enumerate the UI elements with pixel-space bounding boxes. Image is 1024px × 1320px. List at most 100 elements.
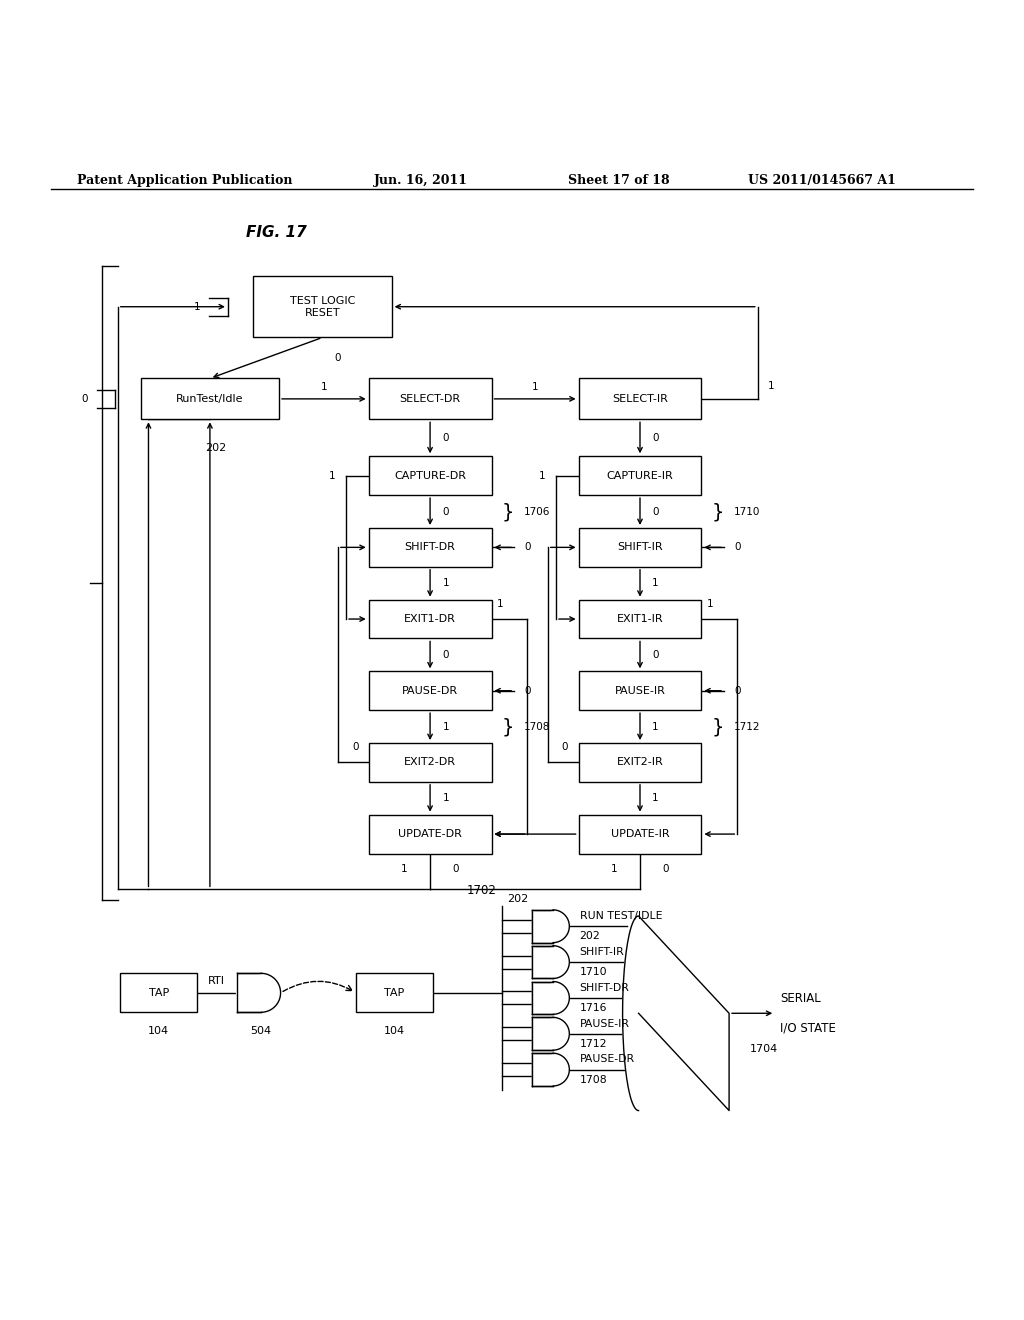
Text: 202: 202 <box>507 894 528 904</box>
Text: 1: 1 <box>540 471 546 480</box>
Text: 1: 1 <box>611 863 617 874</box>
Text: RunTest/Idle: RunTest/Idle <box>176 393 244 404</box>
Text: 1716: 1716 <box>580 1003 607 1012</box>
Text: 0: 0 <box>734 543 740 552</box>
FancyBboxPatch shape <box>579 599 701 639</box>
Text: PAUSE-DR: PAUSE-DR <box>580 1055 635 1064</box>
Text: 1712: 1712 <box>580 1039 607 1049</box>
Text: 0: 0 <box>442 507 449 516</box>
Text: 0: 0 <box>442 649 449 660</box>
FancyBboxPatch shape <box>369 379 492 420</box>
FancyBboxPatch shape <box>579 814 701 854</box>
Text: }: } <box>712 717 724 737</box>
FancyBboxPatch shape <box>140 379 279 420</box>
Text: Jun. 16, 2011: Jun. 16, 2011 <box>374 174 468 186</box>
FancyBboxPatch shape <box>369 743 492 781</box>
Text: UPDATE-DR: UPDATE-DR <box>398 829 462 840</box>
Text: EXIT1-IR: EXIT1-IR <box>616 614 664 624</box>
FancyBboxPatch shape <box>356 973 433 1012</box>
Text: 1710: 1710 <box>734 507 761 516</box>
Text: SHIFT-IR: SHIFT-IR <box>580 946 625 957</box>
Text: Sheet 17 of 18: Sheet 17 of 18 <box>568 174 670 186</box>
FancyBboxPatch shape <box>369 528 492 566</box>
Text: 0: 0 <box>663 863 669 874</box>
Text: 1: 1 <box>330 471 336 480</box>
Text: 0: 0 <box>81 393 88 404</box>
Text: 0: 0 <box>453 863 459 874</box>
FancyBboxPatch shape <box>369 672 492 710</box>
Text: 0: 0 <box>352 742 358 752</box>
Text: 1: 1 <box>401 863 408 874</box>
Text: SELECT-IR: SELECT-IR <box>612 393 668 404</box>
Text: 0: 0 <box>734 685 740 696</box>
Text: }: } <box>502 717 514 737</box>
Text: 1: 1 <box>652 578 658 589</box>
Text: SELECT-DR: SELECT-DR <box>399 393 461 404</box>
Text: SHIFT-DR: SHIFT-DR <box>580 983 630 993</box>
Text: US 2011/0145667 A1: US 2011/0145667 A1 <box>748 174 895 186</box>
Text: EXIT1-DR: EXIT1-DR <box>404 614 456 624</box>
Text: RTI: RTI <box>208 975 225 986</box>
Text: PAUSE-IR: PAUSE-IR <box>580 1019 630 1028</box>
Text: 0: 0 <box>335 352 341 363</box>
Text: 1: 1 <box>531 381 539 392</box>
Text: 1: 1 <box>194 302 201 312</box>
Text: EXIT2-IR: EXIT2-IR <box>616 758 664 767</box>
Text: 0: 0 <box>562 742 568 752</box>
Text: 0: 0 <box>524 543 530 552</box>
Text: CAPTURE-DR: CAPTURE-DR <box>394 471 466 480</box>
FancyBboxPatch shape <box>369 814 492 854</box>
Text: 202: 202 <box>205 444 226 453</box>
Text: 1710: 1710 <box>580 968 607 977</box>
Text: 104: 104 <box>148 1026 169 1036</box>
Polygon shape <box>532 909 569 942</box>
Text: 104: 104 <box>384 1026 404 1036</box>
FancyBboxPatch shape <box>579 743 701 781</box>
Text: SHIFT-DR: SHIFT-DR <box>404 543 456 552</box>
Text: }: } <box>502 502 514 521</box>
FancyBboxPatch shape <box>579 672 701 710</box>
FancyBboxPatch shape <box>579 379 701 420</box>
Text: EXIT2-DR: EXIT2-DR <box>404 758 456 767</box>
Text: PAUSE-DR: PAUSE-DR <box>402 685 458 696</box>
Polygon shape <box>623 916 729 1110</box>
Text: 1: 1 <box>442 578 449 589</box>
Polygon shape <box>532 982 569 1014</box>
Polygon shape <box>532 945 569 978</box>
Polygon shape <box>532 1053 569 1086</box>
Text: 1704: 1704 <box>750 1044 778 1055</box>
Text: 504: 504 <box>251 1026 271 1036</box>
FancyBboxPatch shape <box>369 599 492 639</box>
Text: 1706: 1706 <box>524 507 551 516</box>
Text: 0: 0 <box>652 507 658 516</box>
Text: I/O STATE: I/O STATE <box>780 1022 837 1035</box>
Text: 1: 1 <box>497 599 503 609</box>
Text: TEST LOGIC
RESET: TEST LOGIC RESET <box>290 296 355 318</box>
Text: 1: 1 <box>321 381 327 392</box>
Text: 1: 1 <box>652 722 658 731</box>
Polygon shape <box>532 1018 569 1051</box>
Text: UPDATE-IR: UPDATE-IR <box>610 829 670 840</box>
FancyBboxPatch shape <box>121 973 197 1012</box>
FancyBboxPatch shape <box>254 276 391 338</box>
Text: 0: 0 <box>652 433 658 442</box>
FancyBboxPatch shape <box>579 457 701 495</box>
FancyBboxPatch shape <box>579 528 701 566</box>
Text: 0: 0 <box>524 685 530 696</box>
Text: SHIFT-IR: SHIFT-IR <box>617 543 663 552</box>
Text: TAP: TAP <box>148 987 169 998</box>
Text: 1708: 1708 <box>580 1074 607 1085</box>
Text: 1: 1 <box>442 793 449 804</box>
Text: 1702: 1702 <box>467 884 497 896</box>
Text: TAP: TAP <box>384 987 404 998</box>
Polygon shape <box>237 973 281 1012</box>
Text: 1712: 1712 <box>734 722 761 731</box>
Text: 202: 202 <box>580 932 600 941</box>
Text: RUN TEST/IDLE: RUN TEST/IDLE <box>580 911 663 921</box>
Text: 1: 1 <box>652 793 658 804</box>
Text: 0: 0 <box>442 433 449 442</box>
Text: 1: 1 <box>768 380 774 391</box>
Text: 1: 1 <box>707 599 713 609</box>
Text: SERIAL: SERIAL <box>780 993 821 1005</box>
FancyBboxPatch shape <box>369 457 492 495</box>
